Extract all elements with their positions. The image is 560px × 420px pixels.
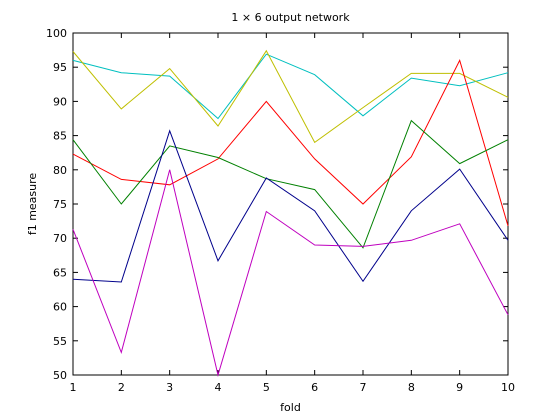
x-tick-label: 2: [118, 381, 125, 394]
x-tick-label: 6: [311, 381, 318, 394]
y-tick-label: 70: [53, 232, 67, 245]
series-line-5: [72, 129, 509, 283]
x-tick-label: 4: [215, 381, 222, 394]
y-tick-label: 65: [53, 266, 67, 279]
y-tick-label: 90: [53, 95, 67, 108]
y-tick-label: 85: [53, 130, 67, 143]
y-axis-label: f1 measure: [26, 173, 39, 236]
x-axis-label: fold: [280, 401, 301, 414]
y-tick-label: 75: [53, 198, 67, 211]
x-tick-label: 8: [408, 381, 415, 394]
y-tick-label: 80: [53, 164, 67, 177]
plot-area-frame: [72, 32, 509, 376]
x-tick-label: 1: [70, 381, 77, 394]
x-tick-label: 3: [166, 381, 173, 394]
series-line-4: [72, 119, 509, 249]
y-tick-label: 95: [53, 61, 67, 74]
x-tick-label: 5: [263, 381, 270, 394]
x-tick-label: 10: [501, 381, 515, 394]
x-tick-label: 9: [456, 381, 463, 394]
series-line-3: [72, 59, 509, 227]
series-line-2: [72, 49, 509, 144]
y-tick-label: 100: [46, 27, 67, 40]
y-tick-label: 50: [53, 369, 67, 382]
series-line-1: [72, 53, 509, 120]
y-axis: 50 55 60 65 70 75 80 85 90 95 100: [46, 27, 508, 382]
series-layer: [72, 49, 509, 377]
y-tick-label: 55: [53, 335, 67, 348]
x-axis: 1 2 3 4 5 6 7 8 9 10: [70, 33, 515, 394]
y-tick-label: 60: [53, 301, 67, 314]
series-line-6: [72, 169, 509, 377]
chart-title: 1 × 6 output network: [231, 11, 350, 24]
x-tick-label: 7: [360, 381, 367, 394]
